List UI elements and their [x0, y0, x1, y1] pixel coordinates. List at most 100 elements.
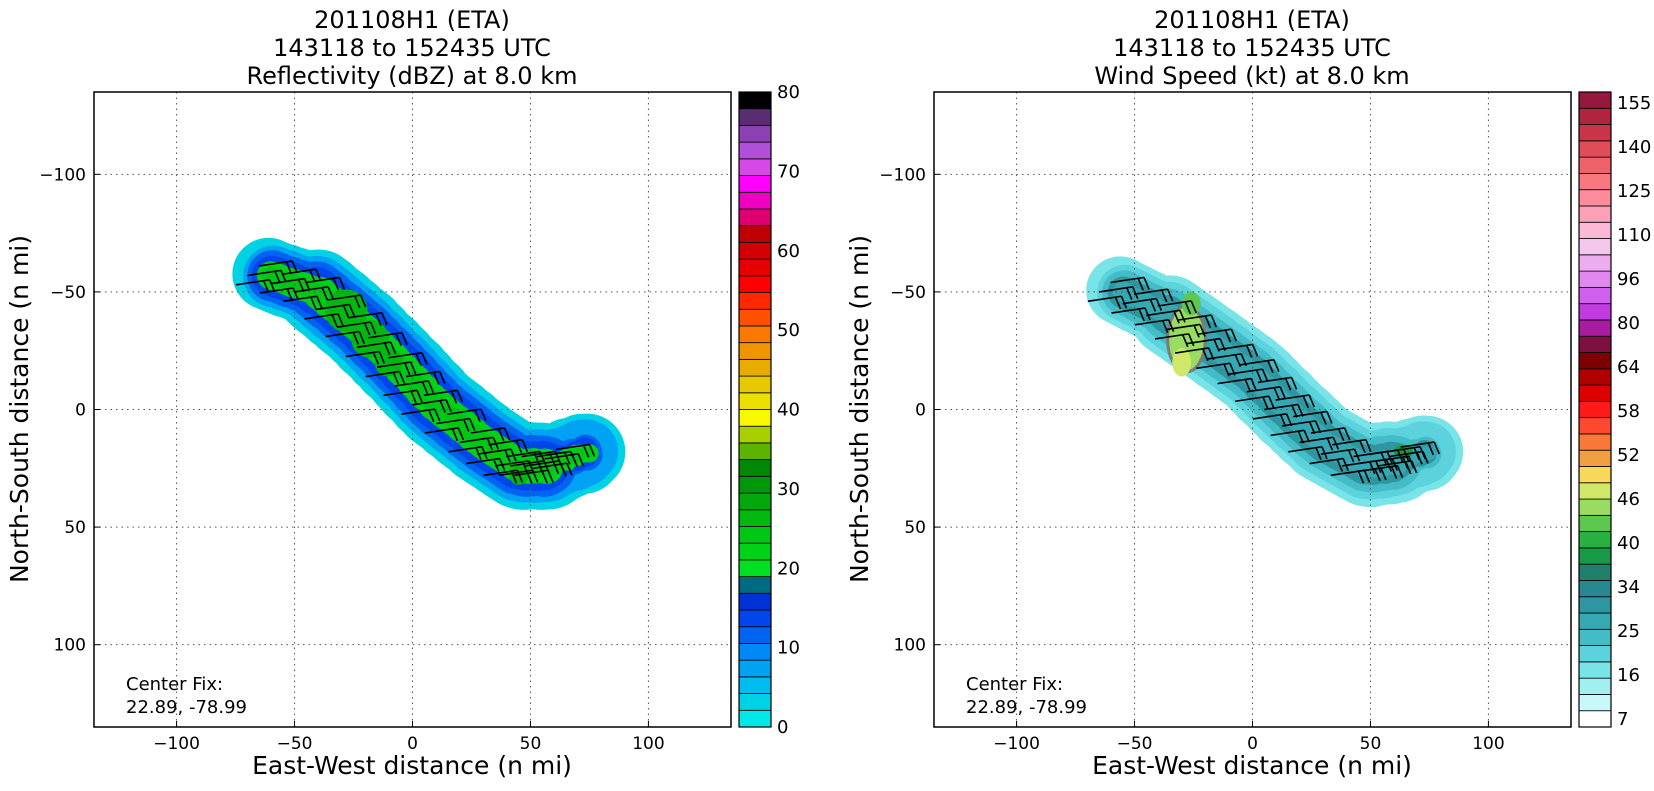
- wind-barb-flag: [1291, 405, 1298, 418]
- panel-reflectivity: 201108H1 (ETA) 143118 to 152435 UTC Refl…: [5, 6, 800, 780]
- wind-barb-flag: [1315, 447, 1322, 460]
- colorbar-tick-label: 40: [1617, 533, 1640, 554]
- wind-barb-flag: [541, 470, 548, 484]
- colorbar-cell: [1578, 400, 1612, 419]
- wind-barb-flag: [1326, 437, 1334, 451]
- wind-barb-flag: [410, 390, 417, 404]
- wind-barb-flag: [1336, 459, 1344, 472]
- wind-barb-flag: [274, 270, 281, 284]
- colorbar-cell: [738, 592, 772, 611]
- colorbar-tick-label: 60: [777, 241, 800, 262]
- wind-barb-flag: [497, 428, 505, 442]
- colorbar-cell: [738, 175, 772, 193]
- field-cell: [1181, 291, 1201, 316]
- wind-barb-flag: [457, 427, 465, 441]
- wind-barb-flag: [1279, 386, 1286, 400]
- wind-barb-flag: [384, 342, 391, 356]
- wind-barb-flag: [515, 440, 523, 453]
- wind-barb-flag: [1262, 396, 1269, 410]
- wind-barb-flag: [404, 362, 411, 376]
- wind-barb-flag: [1385, 459, 1393, 472]
- panel-wind-speed: 201108H1 (ETA) 143118 to 152435 UTC Wind…: [845, 6, 1651, 780]
- wind-barb-flag: [1290, 377, 1298, 390]
- wind-barb-flag: [1193, 325, 1200, 338]
- colorbar-cell: [1578, 466, 1612, 484]
- x-tick-label: 50: [1360, 734, 1382, 754]
- field-cell: [1423, 446, 1437, 460]
- colorbar-cell: [738, 292, 772, 310]
- wind-barb-flag: [1187, 333, 1195, 347]
- wind-barb-flag: [588, 444, 596, 457]
- colorbar-frame: [738, 91, 772, 728]
- colorbar-cell: [1578, 221, 1612, 239]
- field-cell: [351, 320, 389, 358]
- center-fix-label: Center Fix:: [126, 674, 223, 695]
- y-tick-label: −100: [39, 165, 86, 185]
- wind-barb-flag: [552, 461, 560, 475]
- x-tick-label: −100: [993, 734, 1040, 754]
- wind-barb-flag: [1224, 329, 1232, 343]
- colorbar-cell: [1578, 580, 1612, 598]
- colorbar-cell: [738, 442, 772, 461]
- wind-barb-flag: [292, 287, 299, 301]
- wind-barb-flag: [1251, 344, 1259, 357]
- wind-barb-flag: [1374, 468, 1381, 482]
- wind-barb-flag: [354, 295, 361, 309]
- colorbar-cell: [738, 358, 772, 377]
- colorbar-cell: [1578, 482, 1612, 500]
- colorbar-cell: [738, 676, 772, 694]
- wind-barb-flag: [421, 381, 429, 395]
- colorbar-cell: [1578, 91, 1612, 109]
- colorbar-cell: [1578, 124, 1612, 142]
- colorbar-cell: [738, 659, 772, 678]
- colorbar-cell: [1578, 677, 1612, 695]
- center-fix-value: 22.89, -78.99: [966, 697, 1087, 718]
- y-tick-label: 100: [894, 636, 926, 656]
- wind-barb-flag: [1410, 460, 1418, 474]
- colorbar-tick-label: 58: [1617, 401, 1640, 422]
- wind-barb-flag: [348, 304, 356, 317]
- panel-title-line-3: Wind Speed (kt) at 8.0 km: [1094, 62, 1409, 90]
- wind-barb-flag: [1182, 334, 1189, 348]
- wind-barb-flag: [1143, 277, 1150, 290]
- colorbar-wind-speed: 7 16 25 34 40 46 52 58 64 80 96 110 125 140 155: [1578, 91, 1651, 730]
- x-tick-label: −50: [1117, 734, 1153, 754]
- wind-barb-flag: [571, 454, 579, 468]
- wind-barb-flag: [577, 453, 584, 467]
- colorbar-tick-label: 70: [777, 161, 800, 182]
- colorbar-tick-label: 64: [1617, 357, 1640, 378]
- colorbar-frame: [1578, 91, 1612, 728]
- wind-barb-flag: [291, 260, 299, 274]
- wind-barb-flag: [451, 428, 459, 442]
- wind-barb-flag: [375, 313, 382, 326]
- wind-barb-flag: [316, 295, 323, 309]
- grid-reflectivity: [94, 92, 731, 727]
- colorbar-cell: [738, 693, 772, 711]
- wind-barb-flag: [342, 305, 350, 318]
- colorbar-cell: [738, 526, 772, 544]
- colorbar-tick-label: 80: [1617, 313, 1640, 334]
- wind-barb-flag: [1416, 452, 1423, 465]
- colorbar-cell: [1578, 514, 1612, 533]
- wind-barb-flag: [1386, 451, 1393, 464]
- wind-barb-flag: [1285, 413, 1293, 427]
- colorbar-cell: [1578, 270, 1612, 288]
- wind-barb-flag: [427, 380, 435, 394]
- colorbar-cell: [738, 91, 772, 110]
- colorbar-cell: [738, 475, 772, 494]
- wind-barb-flag: [1357, 470, 1365, 484]
- y-tick-label: 0: [75, 401, 86, 421]
- colorbar-cell: [738, 459, 772, 477]
- colorbar-cell: [738, 609, 772, 628]
- wind-barb-flag: [358, 331, 366, 344]
- wind-barb-flag: [547, 469, 554, 483]
- colorbar-tick-label: 25: [1617, 621, 1640, 642]
- wind-barb-flag: [1184, 301, 1192, 315]
- wind-barb-flag: [1268, 395, 1275, 409]
- wind-barb-flag: [1273, 359, 1280, 373]
- colorbar-tick-label: 34: [1617, 577, 1640, 598]
- wind-barb-flag: [285, 261, 293, 275]
- colorbar-cell: [1578, 449, 1612, 467]
- wind-barb-flag: [372, 352, 380, 365]
